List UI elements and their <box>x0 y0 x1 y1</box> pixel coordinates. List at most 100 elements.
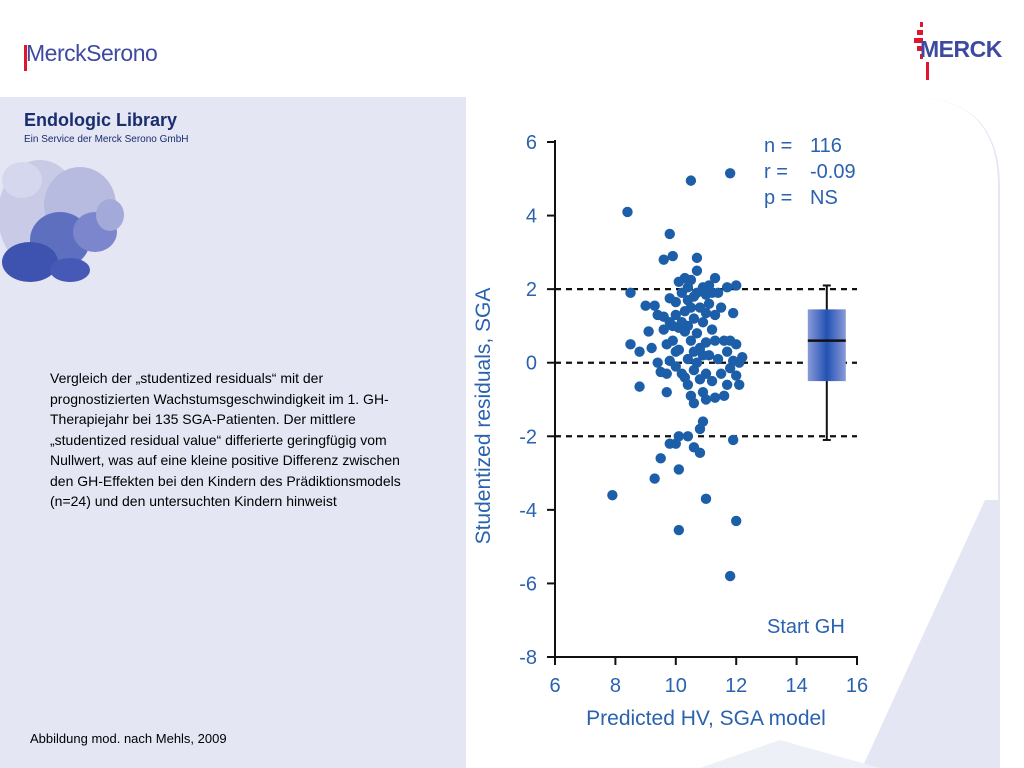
data-point <box>682 353 694 365</box>
chart-annotation: Start GH <box>767 616 845 638</box>
stat-label: p = <box>764 187 792 209</box>
x-tick-label: 10 <box>665 675 687 697</box>
data-point <box>718 390 730 402</box>
data-point <box>688 397 700 409</box>
data-point <box>706 375 718 387</box>
data-point <box>706 324 718 335</box>
data-point <box>700 307 712 319</box>
data-point <box>721 282 733 293</box>
data-point <box>712 353 724 365</box>
y-tick-label: -2 <box>519 426 537 448</box>
data-point <box>658 254 669 265</box>
stat-value: -0.09 <box>810 161 856 183</box>
data-point <box>664 228 675 240</box>
x-tick-label: 14 <box>785 675 807 697</box>
data-point <box>625 339 636 350</box>
data-point <box>700 493 712 505</box>
data-point <box>727 307 739 319</box>
data-point <box>673 464 685 475</box>
data-point <box>700 394 712 405</box>
data-point <box>625 287 636 299</box>
data-point <box>661 386 672 398</box>
data-point <box>697 416 709 427</box>
data-point <box>622 206 633 218</box>
x-axis-label: Predicted HV, SGA model <box>586 707 826 730</box>
data-point <box>667 335 678 346</box>
y-tick-label: -8 <box>519 647 537 669</box>
library-title: Endologic Library <box>24 110 178 130</box>
background-swoosh <box>862 500 1000 768</box>
content-panel <box>466 97 998 768</box>
data-point <box>691 328 703 339</box>
data-point <box>727 434 739 446</box>
data-point <box>737 351 748 363</box>
data-point <box>634 346 645 357</box>
data-point <box>670 296 681 308</box>
data-point <box>655 453 666 464</box>
data-point <box>715 368 727 379</box>
data-point <box>721 346 733 357</box>
data-point <box>688 313 700 324</box>
data-point <box>697 317 709 328</box>
y-axis-label: Studentized residuals, SGA <box>472 288 495 545</box>
data-point <box>682 431 694 442</box>
data-point <box>709 309 721 321</box>
data-point <box>694 447 706 459</box>
y-tick-label: -6 <box>519 573 537 595</box>
figure-source: Abbildung mod. nach Mehls, 2009 <box>30 731 227 746</box>
data-point <box>682 320 694 332</box>
y-tick-label: 0 <box>526 353 537 375</box>
figure-caption: Vergleich der „studentized residuals“ mi… <box>50 370 401 509</box>
data-point <box>731 370 742 381</box>
data-point <box>649 300 660 311</box>
stat-value: 116 <box>810 135 842 157</box>
merck-serono-logo-mark <box>24 45 27 71</box>
data-point <box>670 309 681 321</box>
data-point <box>731 515 742 527</box>
data-point <box>731 280 742 291</box>
data-point <box>685 335 697 346</box>
data-point <box>649 473 660 484</box>
y-tick-label: 2 <box>526 279 537 301</box>
merck-logo: MERCK <box>920 36 1002 62</box>
data-point <box>685 302 697 313</box>
data-point <box>640 300 651 311</box>
stat-label: n = <box>764 135 792 157</box>
data-point <box>709 392 721 403</box>
data-point <box>682 379 694 390</box>
data-point <box>691 252 703 264</box>
data-point <box>673 344 685 356</box>
stat-label: r = <box>764 161 788 183</box>
data-point <box>691 265 703 276</box>
y-tick-label: 4 <box>526 206 537 228</box>
merck-logo-mark <box>914 22 929 80</box>
stat-value: NS <box>810 187 838 209</box>
data-point <box>709 272 721 284</box>
background-swoosh-lower <box>700 740 880 768</box>
boxplot-box <box>807 309 846 382</box>
data-point <box>658 324 669 335</box>
data-point <box>691 357 703 368</box>
data-point <box>700 368 712 379</box>
data-point <box>721 379 733 390</box>
y-tick-label: -4 <box>519 500 537 522</box>
x-tick-label: 8 <box>610 675 621 697</box>
merck-serono-logo: MerckSerono <box>26 40 158 66</box>
y-tick-label: 6 <box>526 132 537 154</box>
data-point <box>643 326 654 337</box>
data-point <box>734 379 745 390</box>
data-point <box>703 298 715 310</box>
data-point <box>715 302 727 313</box>
data-point <box>667 250 678 262</box>
data-point <box>724 168 736 179</box>
data-point <box>634 381 645 392</box>
data-point <box>712 287 724 299</box>
x-tick-label: 16 <box>846 675 868 697</box>
data-point <box>709 335 721 346</box>
data-point <box>731 339 742 350</box>
data-point <box>703 350 715 361</box>
data-point <box>700 337 712 348</box>
protein-illustration <box>0 160 124 282</box>
